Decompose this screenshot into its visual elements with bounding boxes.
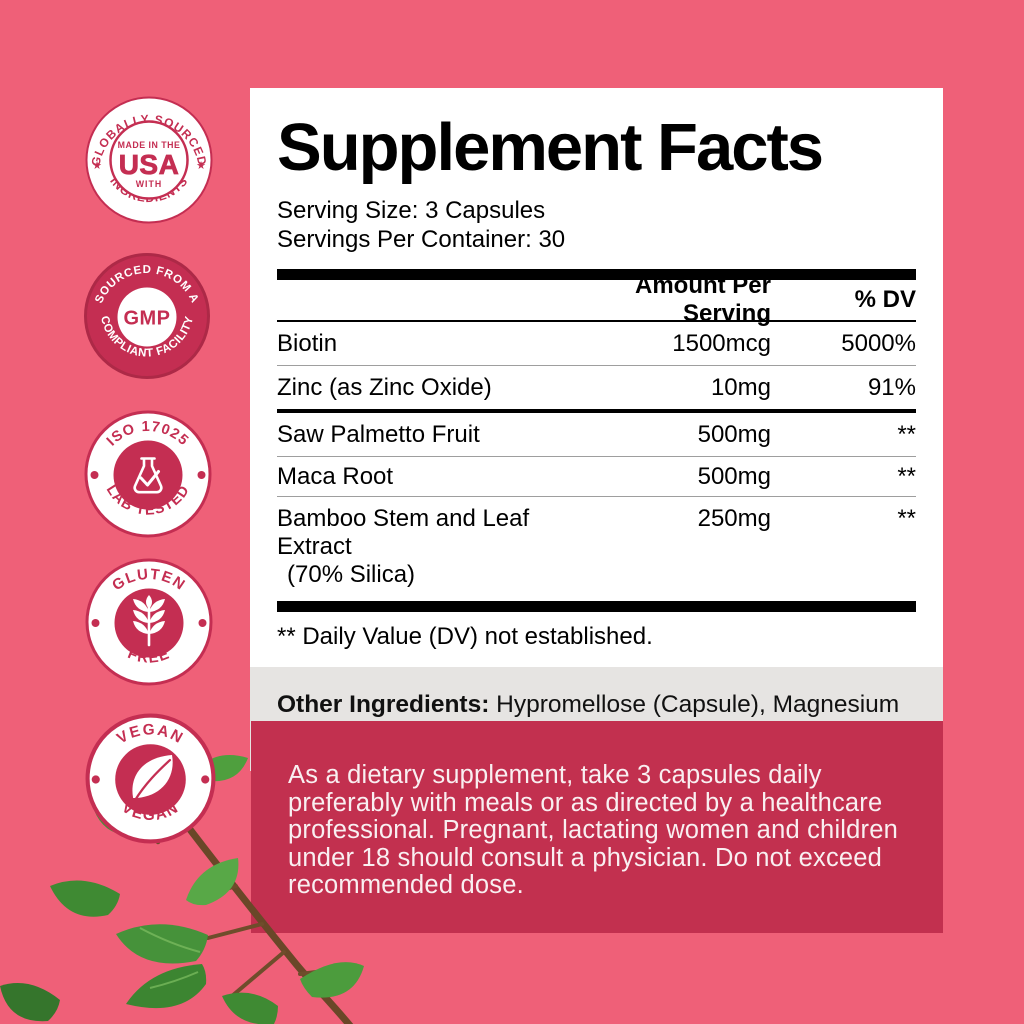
- leaf-branch-decoration: [0, 755, 364, 1024]
- col-amount-header: Amount Per Serving: [634, 272, 771, 327]
- ingredient-dv: **: [897, 420, 916, 448]
- divider-thick: [277, 269, 916, 280]
- ingredient-name-line2: (70% Silica): [287, 561, 416, 588]
- ingredient-amount: 500mg: [697, 420, 771, 448]
- badge-made-in-usa: GLOBALLY SOURCED INGREDIENTS ★ ★ MADE IN…: [85, 96, 213, 224]
- col-dv-header: % DV: [854, 286, 916, 313]
- badge-usa-line1: MADE IN THE: [118, 140, 181, 150]
- divider-thick: [277, 601, 916, 612]
- ingredient-name: Biotin: [277, 329, 338, 357]
- star-icon: ★: [196, 160, 206, 172]
- ingredient-name: Zinc (as Zinc Oxide): [277, 373, 492, 401]
- badge-usa-line3: WITH: [136, 179, 162, 189]
- table-row: Biotin 1500mcg 5000%: [277, 322, 916, 366]
- ingredient-name-line1: Bamboo Stem and Leaf Extract: [277, 505, 530, 560]
- ingredient-amount: 500mg: [697, 462, 771, 490]
- badge-iso-lab-tested: ISO 17025 LAB TESTED: [84, 410, 212, 538]
- dv-footnote: ** Daily Value (DV) not established.: [277, 623, 653, 650]
- directions-text: As a dietary supplement, take 3 capsules…: [288, 761, 899, 899]
- ingredient-name: Saw Palmetto Fruit: [277, 420, 480, 448]
- leaf: [0, 983, 60, 1022]
- table-row: Maca Root 500mg **: [277, 457, 916, 497]
- ingredient-dv: 91%: [867, 373, 916, 401]
- ingredient-dv: **: [897, 505, 916, 532]
- wheat-icon: [133, 595, 165, 647]
- directions-box: As a dietary supplement, take 3 capsules…: [251, 721, 943, 933]
- leaf: [126, 964, 207, 1009]
- other-ingredients-label: Other Ingredients:: [277, 691, 490, 718]
- ingredient-amount: 1500mcg: [672, 329, 771, 357]
- leaf: [300, 962, 364, 998]
- table-row: Bamboo Stem and Leaf Extract (70% Silica…: [277, 497, 916, 601]
- servings-per-container: Servings Per Container: 30: [277, 226, 566, 253]
- ingredient-name: Maca Root: [277, 462, 394, 490]
- ingredient-dv: 5000%: [841, 329, 916, 357]
- lab-flask-icon: [133, 457, 163, 494]
- badge-gmp: SOURCED FROM A COMPLIANT FACILITY GMP: [84, 253, 210, 379]
- table-row: Saw Palmetto Fruit 500mg **: [277, 413, 916, 457]
- leaf: [116, 924, 208, 964]
- badge-gmp-center: GMP: [123, 308, 170, 330]
- facts-header-row: Amount Per Serving % DV: [277, 272, 916, 327]
- facts-title: Supplement Facts: [277, 110, 824, 185]
- table-row: Zinc (as Zinc Oxide) 10mg 91%: [277, 366, 916, 413]
- ingredient-name: Bamboo Stem and Leaf Extract (70% Silica…: [277, 505, 551, 589]
- ingredient-amount: 250mg: [697, 505, 771, 532]
- ingredient-dv: **: [897, 462, 916, 490]
- serving-size: Serving Size: 3 Capsules: [277, 197, 546, 224]
- star-icon: ★: [92, 160, 102, 172]
- badge-gluten-free: GLUTEN FREE: [85, 558, 213, 686]
- badge-vegan: VEGAN VEGAN: [85, 713, 216, 844]
- leaf: [186, 858, 239, 906]
- leaf: [50, 880, 120, 917]
- leaf: [222, 992, 278, 1024]
- badge-usa-line2: USA: [119, 149, 180, 180]
- ingredient-amount: 10mg: [710, 373, 771, 401]
- vegan-leaf-icon: [132, 754, 173, 802]
- supplement-facts-panel: Supplement Facts Serving Size: 3 Capsule…: [250, 88, 943, 771]
